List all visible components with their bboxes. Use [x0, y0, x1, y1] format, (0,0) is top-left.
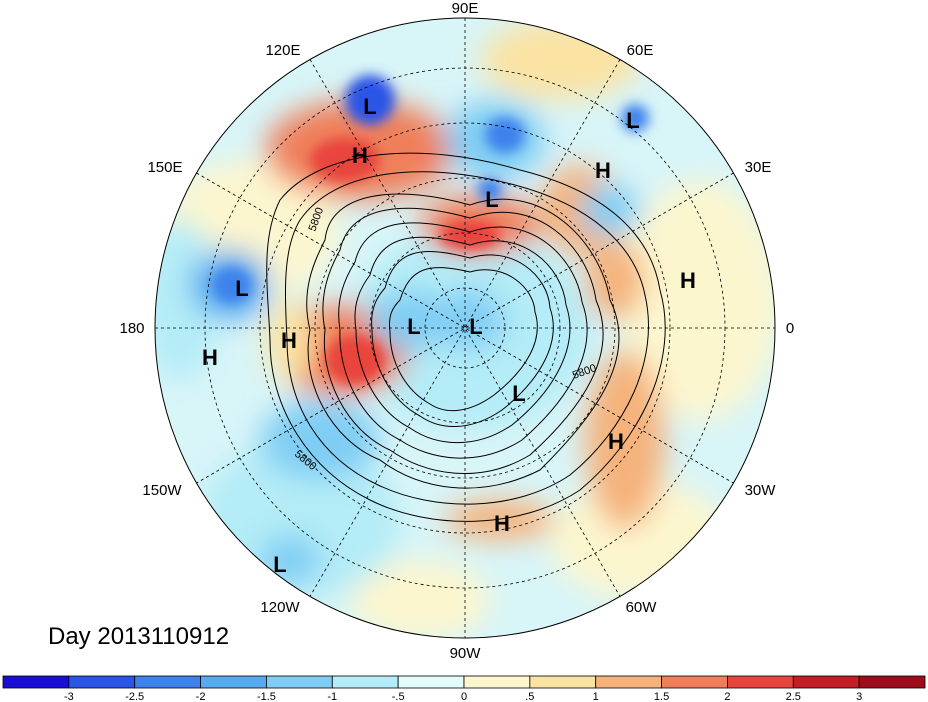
colorbar-swatch	[331, 675, 399, 689]
colorbar-swatch	[661, 675, 728, 689]
colorbar-tick-label: -2	[196, 691, 206, 702]
colorbar-tick-label: .5	[525, 691, 534, 702]
lon-label-60w: 60W	[626, 599, 658, 616]
colorbar-tick-label: 2	[724, 691, 730, 702]
map-boundary	[154, 17, 776, 639]
pressure-center-low: L	[485, 187, 498, 212]
pressure-center-high: H	[494, 511, 510, 536]
pressure-center-low: L	[512, 381, 525, 406]
lon-label-60e: 60E	[627, 42, 654, 59]
colorbar-tick-label: -.5	[392, 691, 405, 702]
colorbar-tick-label: -3	[64, 691, 74, 702]
colorbar: -3 -2.5 -2 -1.5 -1 -.5 0 .5 1 1.5 2 2.5 3	[2, 675, 926, 702]
colorbar-swatch	[2, 675, 70, 689]
colorbar-swatch	[463, 675, 531, 689]
pressure-center-high: H	[281, 328, 297, 353]
pressure-center-low: L	[626, 108, 639, 133]
colorbar-swatch	[68, 675, 136, 689]
colorbar-swatch	[727, 675, 794, 689]
lon-label-150e: 150E	[147, 159, 182, 176]
lon-label-180: 180	[119, 320, 144, 337]
lon-label-120w: 120W	[260, 599, 300, 616]
lon-label-90w: 90W	[450, 645, 482, 662]
pressure-center-high: H	[595, 158, 611, 183]
colorbar-swatch	[529, 675, 597, 689]
pressure-center-high: H	[202, 345, 218, 370]
pressure-center-low: L	[273, 552, 286, 577]
colorbar-swatch	[792, 675, 860, 689]
colorbar-swatch	[397, 675, 465, 689]
pressure-centers: L H L L H L H L H H L L L H H	[202, 94, 696, 577]
lon-label-150w: 150W	[142, 482, 182, 499]
graticule	[155, 18, 775, 638]
lon-label-30w: 30W	[745, 482, 777, 499]
day-label: Day 2013110912	[48, 623, 229, 650]
lon-label-90e: 90E	[452, 0, 479, 17]
lon-label-0: 0	[786, 320, 794, 337]
colorbar-tick-label: 1.5	[654, 691, 669, 702]
colorbar-swatch	[134, 675, 201, 689]
pressure-center-low: L	[469, 314, 482, 339]
longitude-labels: 90E 60E 30E 0 30W 60W 90W 120W 150W 180 …	[119, 0, 794, 662]
pressure-center-high: H	[352, 143, 368, 168]
lon-label-30e: 30E	[745, 159, 772, 176]
colorbar-tick-label: -2.5	[125, 691, 144, 702]
colorbar-swatch	[266, 675, 333, 689]
colorbar-tick-label: -1.5	[257, 691, 276, 702]
colorbar-tick-label: -1	[327, 691, 337, 702]
pressure-center-low: L	[363, 94, 376, 119]
pressure-center-low: L	[407, 314, 420, 339]
pressure-center-high: H	[608, 429, 624, 454]
colorbar-tick-label: 0	[461, 691, 467, 702]
pressure-center-high: H	[680, 268, 696, 293]
colorbar-swatch	[595, 675, 662, 689]
lon-label-120e: 120E	[265, 42, 300, 59]
colorbar-swatch	[200, 675, 267, 689]
colorbar-tick-label: 3	[856, 691, 862, 702]
pressure-center-low: L	[235, 276, 248, 301]
height-contours	[266, 152, 666, 522]
colorbar-tick-label: 2.5	[786, 691, 801, 702]
colorbar-tick-label: 1	[593, 691, 599, 702]
colorbar-swatch	[858, 675, 926, 689]
